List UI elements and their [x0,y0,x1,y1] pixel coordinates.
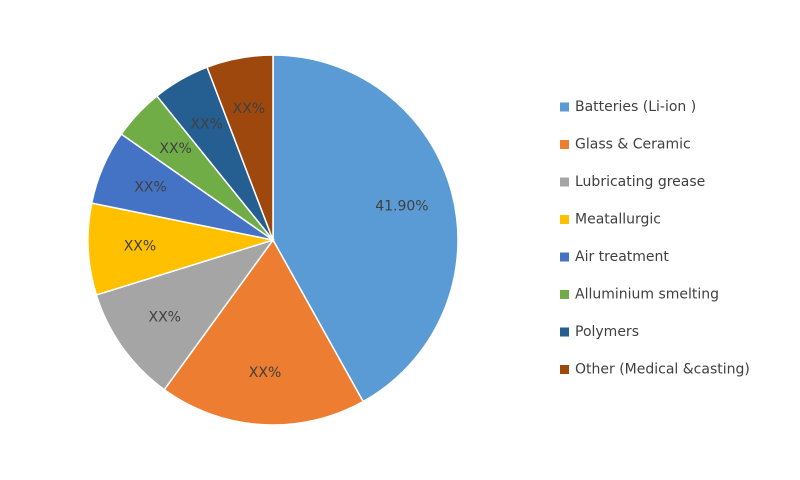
pie-slice [163,238,365,426]
data-label: XX% [124,239,156,255]
data-label: 41.90% [375,198,428,214]
legend-label: Lubricating grease [575,174,705,190]
data-label: XX% [249,365,281,381]
legend-swatch [560,365,569,374]
pie-slice [206,54,274,241]
pie-slice [95,238,275,391]
legend-label: Meatallurgic [575,212,661,228]
legend-label: Batteries (Li-ion ) [575,99,696,115]
data-label: XX% [159,141,191,157]
legend-label: Air treatment [575,249,669,265]
legend-label: Alluminium smelting [575,287,719,303]
legend-swatch [560,327,569,337]
legend-label: Other (Medical &casting) [575,362,750,378]
legend-swatch [560,102,569,112]
legend-swatch [560,252,569,262]
pie-slice [87,202,274,296]
pie-slice [272,54,459,403]
legend-swatch [560,177,569,187]
legend-label: Polymers [575,324,639,340]
data-label: XX% [134,179,166,195]
legend-swatch [560,215,569,224]
data-label: XX% [190,117,222,133]
data-label: XX% [233,101,265,117]
data-label: XX% [149,310,181,326]
legend-label: Glass & Ceramic [575,137,691,153]
legend-swatch [560,140,569,149]
legend-swatch [560,290,569,299]
